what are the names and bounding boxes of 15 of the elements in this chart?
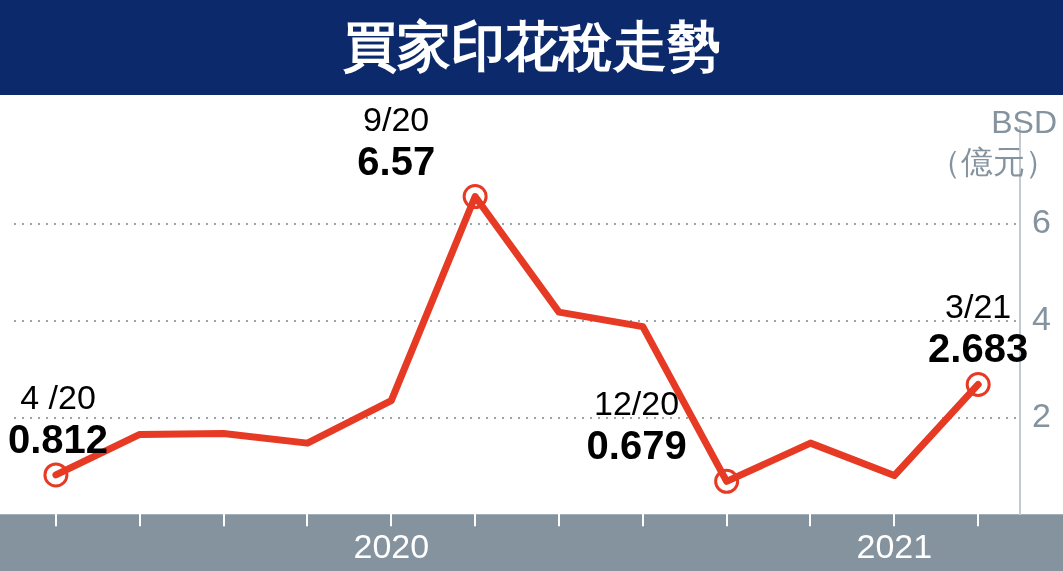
x-tick-label: 2020: [353, 526, 430, 565]
x-tick-label: 2021: [856, 526, 933, 565]
annotation: 12/20: [594, 384, 680, 423]
data-label: 2.683: [928, 326, 1029, 371]
y-tick-label: 2: [1032, 395, 1052, 434]
annotation: 3/21: [945, 287, 1012, 326]
data-label: 0.679: [586, 423, 687, 468]
annotation: 4 /20: [20, 377, 96, 416]
y-tick-label: 4: [1032, 299, 1052, 338]
data-label: 6.57: [357, 138, 436, 183]
data-label: 0.812: [7, 416, 109, 461]
y-axis-title: BSD （億元）: [929, 104, 1057, 180]
chart-title: 買家印花稅走勢: [342, 15, 721, 78]
y-tick-label: 6: [1032, 202, 1052, 241]
annotation: 9/20: [363, 99, 430, 138]
